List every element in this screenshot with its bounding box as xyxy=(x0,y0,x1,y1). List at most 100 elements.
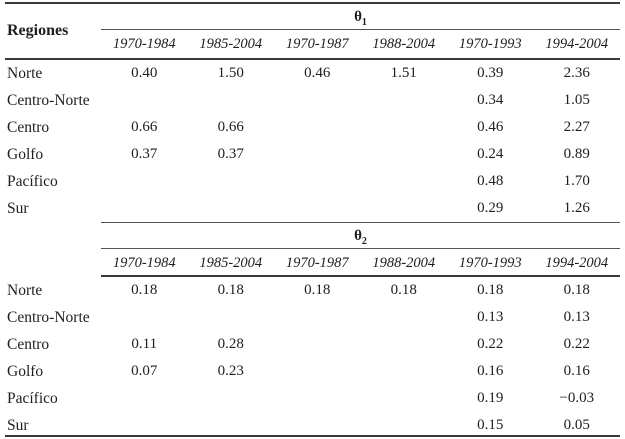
table-row: Centro 0.66 0.66 0.46 2.27 xyxy=(5,114,620,141)
period-headers: 1970-1984 1985-2004 1970-1987 1988-2004 1970… xyxy=(101,30,620,58)
value-cell: 0.28 xyxy=(217,336,244,352)
period-header: 1988-2004 xyxy=(372,36,436,52)
value-cell xyxy=(361,200,448,217)
value-cell xyxy=(361,363,448,380)
row-values: 0.11 0.28 0.22 0.22 xyxy=(101,336,620,353)
value-cell xyxy=(361,146,448,163)
value-cell: 2.36 xyxy=(563,65,590,81)
value-cell xyxy=(361,390,448,407)
value-cell xyxy=(101,92,188,109)
value-cell xyxy=(188,200,275,217)
value-cell xyxy=(274,390,361,407)
theta2-section: θ2 1970-1984 1985-2004 1970-1987 1988-2004 1… xyxy=(5,222,620,439)
value-cell: −0.03 xyxy=(559,390,595,406)
value-cell: 0.15 xyxy=(477,417,504,433)
row-values: 0.18 0.18 0.18 0.18 0.18 0.18 xyxy=(101,282,620,299)
data-columns-header: θ2 1970-1984 1985-2004 1970-1987 1988-2004 1… xyxy=(101,222,620,277)
value-cell xyxy=(361,336,448,353)
value-cell: 0.24 xyxy=(477,146,504,162)
value-cell: 0.16 xyxy=(477,363,504,379)
row-values: 0.29 1.26 xyxy=(101,200,620,217)
value-cell xyxy=(274,119,361,136)
value-cell: 0.34 xyxy=(477,92,504,108)
value-cell xyxy=(101,417,188,434)
section-rows: Norte 0.18 0.18 0.18 0.18 0.18 0.18 Centro-Nort… xyxy=(5,277,620,439)
value-cell xyxy=(274,363,361,380)
row-values: 0.15 0.05 xyxy=(101,417,620,434)
value-cell xyxy=(361,119,448,136)
regions-theta-table: Regiones θ1 1970-1984 1985-2004 1970-1987 1… xyxy=(5,2,620,437)
row-values: 0.19 −0.03 xyxy=(101,390,620,407)
value-cell: 0.11 xyxy=(131,336,158,352)
value-cell xyxy=(188,309,275,326)
value-cell: 0.23 xyxy=(217,363,244,379)
value-cell: 0.39 xyxy=(477,65,504,81)
value-cell: 0.18 xyxy=(563,282,590,298)
value-cell: 1.70 xyxy=(563,173,590,189)
value-cell xyxy=(361,417,448,434)
value-cell: 0.37 xyxy=(217,146,244,162)
value-cell: 2.27 xyxy=(563,119,590,135)
value-cell xyxy=(188,92,275,109)
region-name: Norte xyxy=(7,281,43,299)
value-cell xyxy=(101,200,188,217)
value-cell xyxy=(188,173,275,190)
value-cell: 0.46 xyxy=(304,65,331,81)
value-cell: 0.05 xyxy=(563,417,590,433)
value-cell: 0.07 xyxy=(131,363,158,379)
value-cell: 0.18 xyxy=(131,282,158,298)
value-cell: 0.40 xyxy=(131,65,158,81)
region-name: Centro-Norte xyxy=(7,91,90,109)
value-cell: 1.05 xyxy=(563,92,590,108)
row-values: 0.66 0.66 0.46 2.27 xyxy=(101,119,620,136)
region-name: Golfo xyxy=(7,362,44,380)
theta-symbol: θ xyxy=(354,228,362,244)
period-header: 1988-2004 xyxy=(372,255,436,271)
theta-subscript: 2 xyxy=(361,236,367,247)
table-row: Centro-Norte 0.34 1.05 xyxy=(5,87,620,114)
value-cell: 1.50 xyxy=(217,65,244,81)
theta-symbol: θ xyxy=(354,9,362,25)
value-cell: 0.66 xyxy=(131,119,158,135)
table-row: Golfo 0.07 0.23 0.16 0.16 xyxy=(5,358,620,385)
value-cell xyxy=(274,173,361,190)
value-cell: 0.46 xyxy=(477,119,504,135)
value-cell: 0.13 xyxy=(477,309,504,325)
value-cell: 0.29 xyxy=(477,200,504,216)
period-header: 1970-1993 xyxy=(458,36,522,52)
value-cell: 0.22 xyxy=(563,336,590,352)
region-name: Sur xyxy=(7,416,29,434)
theta-label: θ2 xyxy=(101,223,620,249)
theta-subscript: 1 xyxy=(361,17,367,28)
period-header: 1994-2004 xyxy=(545,255,609,271)
region-column-header: Regiones xyxy=(7,22,69,39)
value-cell: 0.13 xyxy=(563,309,590,325)
region-name: Centro-Norte xyxy=(7,308,90,326)
value-cell: 0.18 xyxy=(390,282,417,298)
region-name: Pacífico xyxy=(7,172,58,190)
value-cell: 1.51 xyxy=(390,65,417,81)
data-columns-header: θ1 1970-1984 1985-2004 1970-1987 1988-2004 1… xyxy=(101,4,620,58)
region-column-header xyxy=(5,222,101,277)
value-cell xyxy=(274,417,361,434)
table-row: Centro 0.11 0.28 0.22 0.22 xyxy=(5,331,620,358)
value-cell: 0.22 xyxy=(477,336,504,352)
table-row: Golfo 0.37 0.37 0.24 0.89 xyxy=(5,141,620,168)
value-cell xyxy=(188,417,275,434)
value-cell xyxy=(361,173,448,190)
section-rows: Norte 0.40 1.50 0.46 1.51 0.39 2.36 Centro-Nort… xyxy=(5,60,620,222)
region-name: Golfo xyxy=(7,145,44,163)
value-cell: 1.26 xyxy=(563,200,590,216)
period-headers: 1970-1984 1985-2004 1970-1987 1988-2004 1970… xyxy=(101,249,620,277)
value-cell: 0.19 xyxy=(477,390,504,406)
period-header: 1970-1987 xyxy=(285,255,349,271)
period-header: 1985-2004 xyxy=(199,255,263,271)
value-cell: 0.66 xyxy=(217,119,244,135)
row-values: 0.37 0.37 0.24 0.89 xyxy=(101,146,620,163)
value-cell: 0.89 xyxy=(563,146,590,162)
table-row: Sur 0.29 1.26 xyxy=(5,195,620,222)
row-values: 0.40 1.50 0.46 1.51 0.39 2.36 xyxy=(101,65,620,82)
value-cell: 0.37 xyxy=(131,146,158,162)
value-cell xyxy=(274,336,361,353)
